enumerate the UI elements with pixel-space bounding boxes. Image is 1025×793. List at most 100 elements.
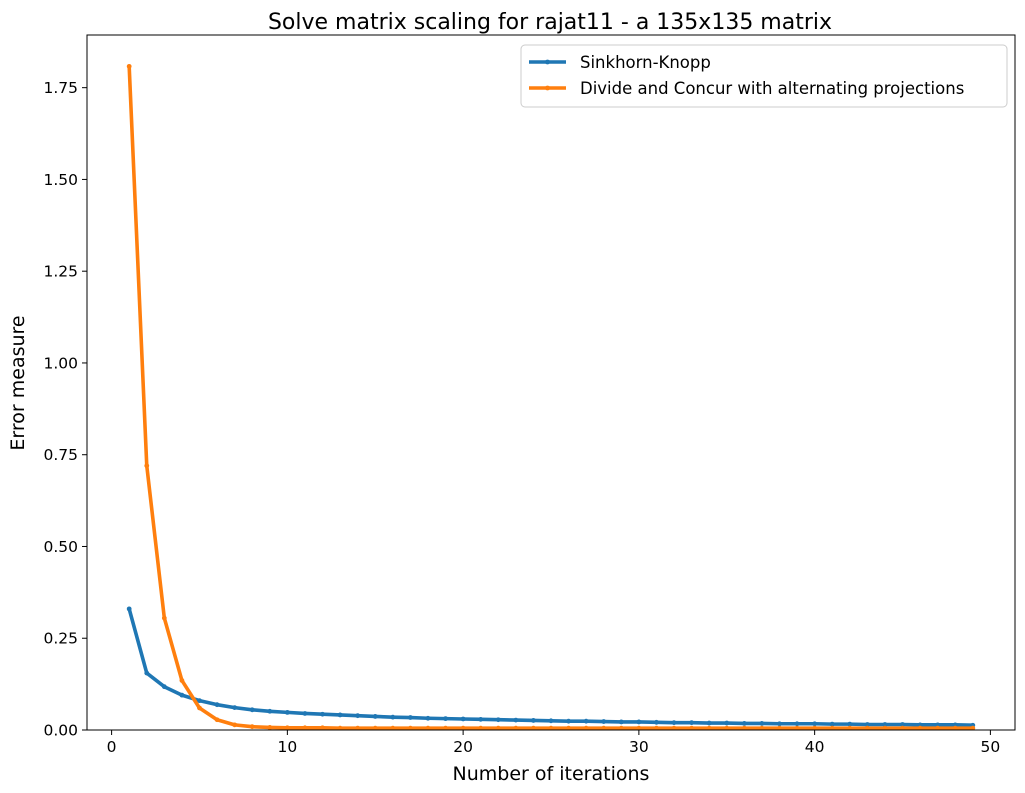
x-axis-title: Number of iterations: [453, 763, 650, 785]
data-point-sinkhorn-knopp: [952, 722, 958, 728]
data-point-divide-and-concur: [583, 725, 589, 730]
data-point-divide-and-concur: [443, 725, 448, 730]
data-point-sinkhorn-knopp: [320, 711, 325, 717]
data-point-sinkhorn-knopp: [302, 711, 308, 716]
x-tick-label: 10: [277, 738, 297, 756]
data-point-sinkhorn-knopp: [935, 722, 941, 728]
data-point-sinkhorn-knopp: [741, 720, 747, 726]
legend-frame: [520, 44, 1008, 108]
data-point-sinkhorn-knopp: [460, 716, 466, 722]
data-point-divide-and-concur: [478, 725, 484, 730]
x-tick-label: 20: [453, 738, 473, 756]
y-axis-title: Error measure: [7, 315, 29, 450]
data-point-sinkhorn-knopp: [794, 721, 800, 727]
data-point-divide-and-concur: [355, 725, 361, 730]
data-point-sinkhorn-knopp: [548, 718, 554, 724]
data-point-divide-and-concur: [161, 615, 167, 621]
data-point-divide-and-concur: [706, 725, 712, 730]
legend-label-sinkhorn-knopp: Sinkhorn-Knopp: [580, 53, 711, 72]
data-point-divide-and-concur: [179, 678, 185, 683]
data-point-divide-and-concur: [671, 725, 677, 730]
x-tick-label: 0: [107, 738, 117, 756]
data-point-divide-and-concur: [513, 725, 519, 730]
data-point-divide-and-concur: [144, 463, 150, 469]
data-point-divide-and-concur: [390, 725, 396, 730]
data-point-sinkhorn-knopp: [478, 716, 484, 722]
data-point-divide-and-concur: [495, 725, 501, 730]
legend-label-divide-and-concur: Divide and Concur with alternating proje…: [580, 79, 964, 98]
data-point-sinkhorn-knopp: [829, 721, 835, 727]
y-tick-label: 0.25: [43, 630, 78, 648]
data-point-divide-and-concur: [917, 725, 923, 730]
data-point-sinkhorn-knopp: [917, 722, 923, 728]
y-tick-label: 0.75: [43, 446, 78, 464]
data-point-divide-and-concur: [689, 725, 695, 730]
data-point-sinkhorn-knopp: [531, 718, 536, 723]
legend: Sinkhorn-Knopp Divide and Concur with alt…: [520, 44, 1008, 108]
data-point-sinkhorn-knopp: [214, 702, 220, 708]
x-tick-label: 30: [629, 738, 649, 756]
data-point-divide-and-concur: [970, 725, 976, 730]
data-point-sinkhorn-knopp: [706, 720, 712, 726]
data-point-sinkhorn-knopp: [777, 721, 782, 727]
x-axis: 0 10 20 30 40 50: [107, 730, 1000, 756]
data-point-sinkhorn-knopp: [337, 712, 343, 718]
data-point-divide-and-concur: [759, 725, 765, 730]
data-point-sinkhorn-knopp: [513, 717, 519, 723]
data-point-sinkhorn-knopp: [495, 717, 501, 723]
data-point-divide-and-concur: [601, 725, 607, 730]
data-point-divide-and-concur: [636, 725, 642, 730]
data-point-divide-and-concur: [249, 724, 255, 730]
data-point-divide-and-concur: [267, 725, 273, 730]
data-point-divide-and-concur: [935, 725, 941, 730]
data-point-sinkhorn-knopp: [654, 719, 659, 725]
data-point-divide-and-concur: [952, 725, 958, 730]
data-point-sinkhorn-knopp: [390, 714, 396, 720]
data-point-sinkhorn-knopp: [618, 719, 624, 725]
data-point-divide-and-concur: [531, 725, 536, 730]
data-point-divide-and-concur: [794, 725, 800, 730]
y-tick-label: 0.00: [43, 722, 78, 740]
data-point-divide-and-concur: [829, 725, 835, 730]
data-point-divide-and-concur: [864, 725, 870, 730]
data-point-divide-and-concur: [460, 725, 466, 730]
chart-title: Solve matrix scaling for rajat11 - a 135…: [268, 10, 832, 35]
data-point-divide-and-concur: [618, 725, 624, 730]
y-tick-label: 1.00: [43, 354, 78, 372]
data-point-sinkhorn-knopp: [759, 720, 765, 726]
data-point-sinkhorn-knopp: [425, 715, 431, 721]
data-point-sinkhorn-knopp: [249, 707, 255, 713]
data-point-sinkhorn-knopp: [161, 684, 167, 690]
data-point-divide-and-concur: [847, 725, 853, 730]
data-point-sinkhorn-knopp: [724, 720, 730, 726]
data-point-sinkhorn-knopp: [636, 719, 642, 725]
data-point-sinkhorn-knopp: [812, 721, 818, 727]
data-point-divide-and-concur: [214, 717, 220, 723]
data-point-sinkhorn-knopp: [583, 718, 589, 724]
data-point-sinkhorn-knopp: [407, 715, 413, 720]
legend-marker-divide-and-concur: [545, 85, 550, 91]
plot-frame: [86, 34, 1016, 731]
data-point-sinkhorn-knopp: [443, 716, 448, 722]
data-point-divide-and-concur: [425, 725, 431, 730]
legend-marker-sinkhorn-knopp: [545, 59, 550, 65]
y-tick-label: 0.50: [43, 538, 78, 556]
data-point-sinkhorn-knopp: [144, 670, 150, 676]
y-tick-label: 1.25: [43, 263, 78, 281]
y-tick-label: 1.50: [43, 171, 78, 189]
data-point-divide-and-concur: [900, 725, 905, 730]
data-point-divide-and-concur: [302, 725, 308, 730]
data-point-sinkhorn-knopp: [882, 722, 888, 727]
data-point-divide-and-concur: [548, 725, 554, 730]
data-point-divide-and-concur: [372, 725, 378, 730]
data-point-sinkhorn-knopp: [847, 721, 853, 727]
y-tick-label: 1.75: [43, 79, 78, 97]
data-point-sinkhorn-knopp: [864, 722, 870, 727]
data-point-divide-and-concur: [724, 725, 730, 730]
data-point-sinkhorn-knopp: [267, 708, 273, 714]
data-point-sinkhorn-knopp: [671, 720, 677, 726]
data-point-sinkhorn-knopp: [232, 705, 238, 711]
data-point-sinkhorn-knopp: [355, 713, 361, 719]
data-point-divide-and-concur: [654, 725, 659, 730]
